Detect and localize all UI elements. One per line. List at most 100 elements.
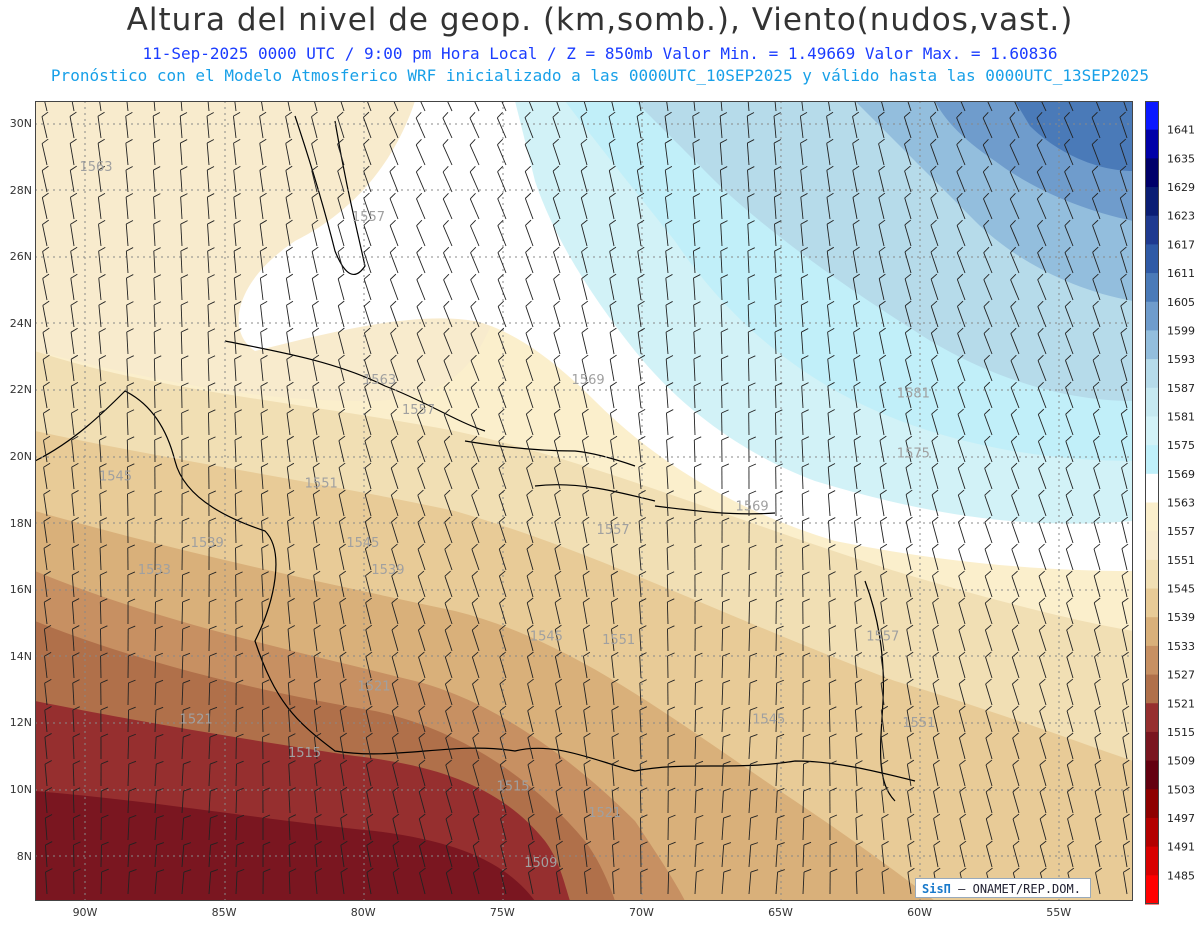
wind-barb	[1037, 246, 1047, 274]
wind-barb	[747, 328, 756, 355]
wind-barb	[933, 813, 941, 841]
wind-barb	[611, 814, 620, 841]
wind-barb	[527, 759, 535, 787]
wind-barb	[312, 516, 321, 544]
wind-barb	[390, 489, 399, 517]
wind-barb	[958, 624, 966, 652]
wind-barb	[692, 247, 701, 274]
wind-barb	[337, 219, 345, 247]
contour-label: 1569	[736, 500, 769, 515]
wind-barb	[880, 570, 888, 598]
colorbar-label: 1587	[1167, 382, 1195, 395]
wind-barb	[985, 786, 993, 814]
wind-barb	[527, 651, 534, 679]
wind-barb	[472, 786, 480, 814]
wind-barb	[1066, 678, 1074, 706]
wind-barb	[582, 462, 590, 490]
wind-barb	[526, 570, 534, 598]
wind-barb	[1064, 219, 1074, 247]
wind-barb	[471, 570, 480, 598]
wind-barb	[721, 869, 732, 895]
wind-barb	[852, 246, 860, 274]
wind-barb	[879, 327, 886, 355]
wind-barb	[694, 625, 703, 652]
wind-barb	[314, 787, 322, 814]
wind-barb	[127, 544, 135, 571]
wind-barb	[70, 246, 78, 274]
wind-barb	[720, 301, 729, 328]
wind-barb	[208, 463, 216, 490]
wind-barb	[748, 761, 758, 787]
wind-barb	[70, 273, 78, 301]
wind-barb	[907, 867, 915, 895]
wind-barb	[694, 652, 703, 679]
wind-barb	[526, 516, 534, 544]
wind-barb	[855, 868, 864, 895]
wind-barb	[852, 138, 860, 166]
contour-label: 1533	[138, 563, 171, 578]
wind-barb	[610, 489, 618, 517]
wind-barb	[1066, 624, 1074, 652]
wind-barb	[127, 814, 137, 841]
wind-barb	[390, 381, 399, 409]
wind-barb	[444, 516, 453, 544]
wind-barb	[581, 408, 589, 436]
wind-barb	[555, 759, 563, 787]
wind-barb	[801, 463, 810, 490]
wind-barb	[931, 462, 939, 490]
wind-barb	[930, 165, 939, 193]
wind-barb	[1036, 112, 1047, 139]
wind-barb	[206, 139, 215, 166]
wind-barb	[1093, 435, 1101, 463]
wind-barb	[208, 706, 218, 733]
wind-barb	[41, 111, 49, 139]
wind-barb	[694, 706, 703, 733]
wind-barb	[154, 490, 163, 517]
wind-barb	[526, 462, 534, 490]
wind-barb	[208, 544, 217, 571]
wind-barb	[444, 543, 453, 571]
wind-barb	[1092, 354, 1101, 382]
wind-barb	[1011, 516, 1020, 544]
wind-barb	[1094, 732, 1102, 760]
wind-barb	[932, 732, 940, 760]
wind-barb	[692, 101, 696, 112]
wind-barb	[826, 219, 834, 247]
wind-barb	[180, 166, 188, 193]
wind-barb	[339, 759, 348, 787]
wind-barb	[1066, 732, 1074, 760]
wind-barb	[985, 813, 993, 841]
wind-barb	[959, 840, 967, 868]
wind-barb	[829, 733, 837, 760]
wind-barb	[415, 111, 426, 139]
wind-barb	[1067, 813, 1074, 841]
wind-barb	[313, 678, 321, 706]
longitude-label: 75W	[489, 906, 515, 919]
wind-barb	[417, 462, 426, 490]
wind-barb	[983, 327, 993, 355]
wind-barb	[639, 787, 648, 814]
wind-barb	[365, 705, 373, 733]
wind-barb	[853, 462, 862, 490]
wind-barb	[181, 436, 189, 463]
wind-barb	[181, 490, 190, 517]
wind-barb	[930, 138, 939, 166]
wind-barb	[364, 354, 372, 382]
wind-barb	[956, 111, 966, 139]
wind-barb	[235, 679, 244, 706]
wind-barb	[636, 165, 645, 193]
wind-barb	[314, 841, 322, 868]
wind-barb	[498, 543, 507, 571]
wind-barb	[1038, 570, 1047, 598]
wind-barb	[958, 597, 966, 625]
contour-label: 1545	[99, 470, 132, 485]
wind-barb	[338, 489, 346, 517]
wind-barb	[957, 300, 966, 328]
wind-barb	[1039, 705, 1047, 733]
contour-label: 1557	[597, 523, 630, 538]
wind-barb	[1092, 273, 1101, 301]
wind-barb	[907, 840, 915, 868]
wind-barb	[1037, 435, 1047, 463]
wind-barb	[666, 490, 674, 517]
wind-barb	[553, 300, 561, 328]
